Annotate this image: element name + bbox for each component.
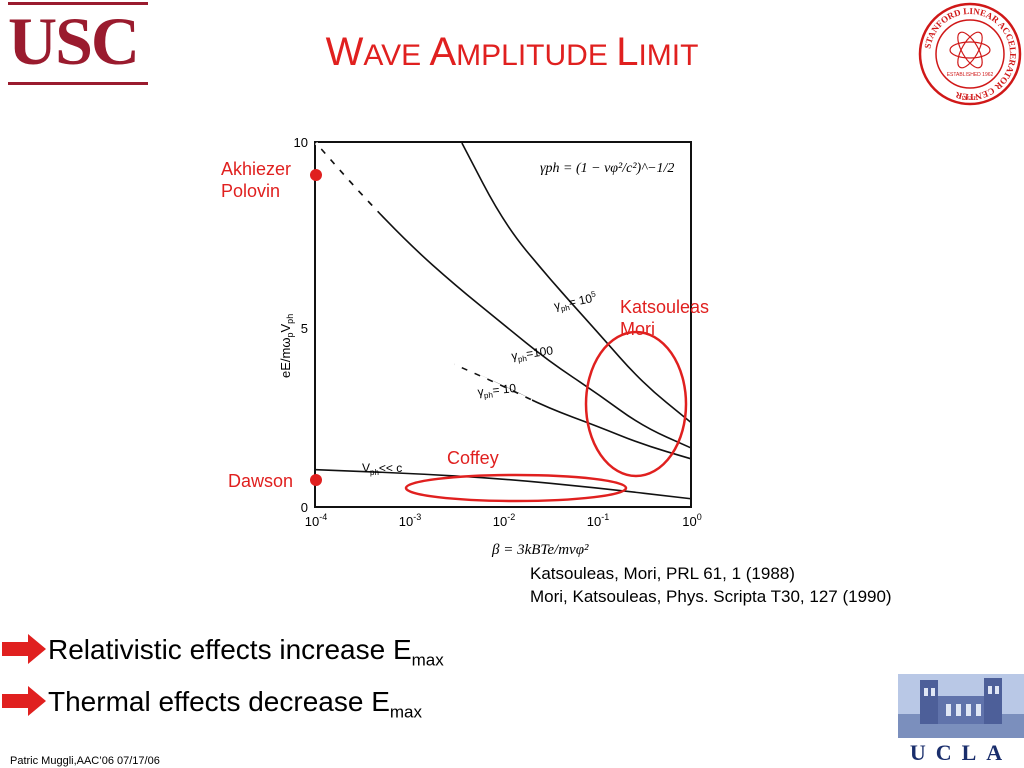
- ucla-logo-text: UCLA: [909, 740, 1013, 765]
- bullet-arrow-icon: [2, 634, 46, 664]
- logo-bar-top: [8, 2, 148, 5]
- beta-formula: β = 3kBTe/mvφ²: [491, 542, 589, 558]
- ytick-5: 5: [301, 321, 308, 336]
- series-line-3: [454, 363, 692, 460]
- coffey-label: Coffey: [447, 448, 499, 468]
- title-part-3: LIMIT: [616, 30, 699, 74]
- polovin-label: Polovin: [221, 181, 281, 201]
- curve-label-gamma-100: γph=100: [510, 343, 554, 365]
- bullet-thermal: Thermal effects decrease Emax: [48, 686, 422, 722]
- slac-seal-logo: STANFORD LINEAR ACCELERATOR CENTER ESTAB…: [918, 2, 1022, 106]
- dashed-segment-1: [314, 141, 383, 217]
- bullet-arrow-icon: [2, 686, 46, 716]
- katsouleas-ellipse: [584, 330, 688, 478]
- plot-area: [314, 141, 692, 508]
- dawson-label: Dawson: [228, 471, 294, 491]
- royce-hall-icon: [898, 674, 1024, 738]
- ytick-10: 10: [294, 135, 308, 150]
- references: Katsouleas, Mori, PRL 61, 1 (1988) Mori,…: [530, 562, 892, 608]
- ytick-0: 0: [301, 500, 308, 515]
- series-layer: [314, 141, 692, 500]
- seal-bottom-text: D.O.E.: [962, 96, 979, 102]
- dashed-segment-2: [453, 363, 533, 403]
- katsouleas-label: Katsouleas: [620, 297, 710, 317]
- xtick-1e-1: 10-1: [587, 512, 609, 529]
- title-part-2: AMPLITUDE: [429, 30, 617, 74]
- dawson-marker: [310, 474, 322, 486]
- mori-label: Mori: [620, 319, 655, 339]
- usc-logo-text: USC: [8, 3, 140, 79]
- gamma-formula: γph = (1 − vφ²/c²)^−1/2: [540, 161, 674, 176]
- akhiezer-polovin-label: Akhiezer Polovin: [221, 158, 291, 202]
- ucla-logo: UCLA: [898, 674, 1024, 768]
- akhiezer-marker: [310, 169, 322, 181]
- seal-inner-text: ESTABLISHED 1962: [947, 72, 994, 78]
- series-line-2: [315, 142, 692, 449]
- y-axis-label: eE/mωpVph: [278, 314, 295, 378]
- curve-label-vph-c: Vph<< c: [362, 461, 402, 477]
- katsouleas-mori-label: Katsouleas Mori: [620, 296, 709, 340]
- akhiezer-label: Akhiezer: [221, 159, 292, 179]
- usc-logo: USC: [8, 2, 148, 88]
- footer: Patric Muggli,AAC’06 07/17/06: [10, 755, 160, 767]
- xtick-1e-2: 10-2: [493, 512, 515, 529]
- reference-1: Katsouleas, Mori, PRL 61, 1 (1988): [530, 564, 795, 583]
- xtick-1e0: 100: [682, 512, 701, 529]
- bullet-relativistic: Relativistic effects increase Emax: [48, 634, 444, 670]
- xtick-1e-3: 10-3: [399, 512, 421, 529]
- coffey-ellipse: [404, 473, 628, 503]
- curve-label-gamma-10: γph= 10: [477, 381, 517, 401]
- xtick-1e-4: 10-4: [305, 512, 327, 529]
- series-line-1: [461, 142, 692, 424]
- logo-bar-bottom: [8, 82, 148, 85]
- plot-frame: [314, 141, 692, 508]
- reference-2: Mori, Katsouleas, Phys. Scripta T30, 127…: [530, 587, 892, 606]
- page-title: WAVE AMPLITUDE LIMIT: [0, 28, 1024, 80]
- title-part-1: WAVE: [325, 30, 430, 74]
- wave-amplitude-figure: 10 5 0 eE/mωpVph 10-4 10-3 10-2 10-1 100…: [278, 135, 702, 558]
- curve-label-gamma-1e5: γph= 105: [553, 289, 599, 315]
